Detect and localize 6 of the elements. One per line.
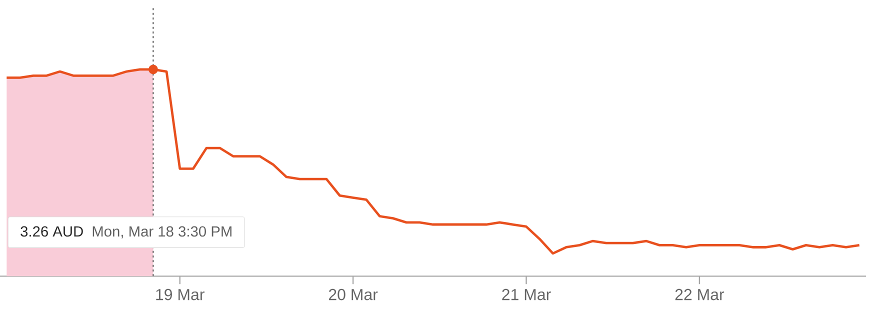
annotation: Mon, Mar 18 3:30 PM (92, 226, 232, 238)
x-tick-label: 19 Mar (156, 288, 204, 300)
annotation: 3.26 AUD (20, 226, 83, 237)
x-tick-label: 20 Mar (328, 288, 378, 300)
x-tick-label: 22 Mar (675, 288, 724, 300)
x-tick-label: 21 Mar (502, 288, 551, 300)
